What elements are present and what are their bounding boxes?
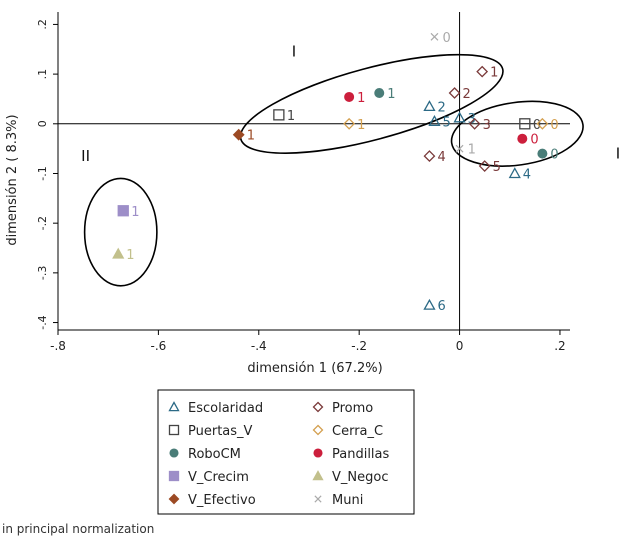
point-label: 5 bbox=[493, 160, 501, 175]
legend-label: V_Crecim bbox=[188, 470, 249, 485]
point-label: 1 bbox=[490, 66, 498, 81]
legend-label: Promo bbox=[332, 401, 373, 416]
point-marker bbox=[312, 470, 324, 481]
point-marker bbox=[478, 160, 491, 172]
legend-label: Puertas_V bbox=[188, 424, 253, 439]
point-marker bbox=[423, 100, 436, 112]
x-tick-label: 0 bbox=[456, 339, 464, 353]
y-tick-label: -.1 bbox=[36, 166, 49, 180]
point-marker bbox=[374, 87, 385, 98]
cluster-annotation: II bbox=[81, 147, 90, 165]
x-tick-label: -.6 bbox=[151, 339, 167, 353]
point-label: 0 bbox=[550, 148, 558, 163]
point-marker bbox=[476, 65, 489, 78]
legend-label: RoboCM bbox=[188, 447, 241, 462]
point-label: 1 bbox=[357, 91, 365, 106]
point-marker bbox=[273, 109, 285, 121]
point-label: 4 bbox=[437, 150, 445, 165]
y-tick-label: -.3 bbox=[36, 266, 49, 280]
legend-label: V_Negoc bbox=[332, 470, 388, 485]
point-marker bbox=[423, 298, 436, 310]
point-label: 1 bbox=[468, 143, 476, 158]
point-marker bbox=[168, 470, 180, 482]
point-label: 1 bbox=[357, 118, 365, 133]
point-marker bbox=[168, 493, 180, 505]
x-tick-label: .2 bbox=[554, 339, 565, 353]
point-marker bbox=[232, 128, 245, 141]
cluster-ellipse bbox=[239, 53, 504, 154]
point-label: 1 bbox=[126, 248, 134, 263]
legend-label: V_Efectivo bbox=[188, 493, 256, 508]
point-marker bbox=[312, 424, 324, 436]
point-marker bbox=[169, 448, 179, 458]
point-marker bbox=[344, 91, 355, 102]
point-marker bbox=[168, 401, 180, 412]
legend-label: Cerra_C bbox=[332, 424, 383, 439]
y-tick-label: .2 bbox=[36, 19, 49, 30]
point-marker bbox=[423, 150, 436, 163]
point-label: 0 bbox=[533, 118, 541, 133]
point-label: 0 bbox=[530, 133, 538, 148]
point-marker bbox=[168, 424, 180, 436]
point-label: 1 bbox=[247, 129, 255, 144]
cluster-annotation: I bbox=[292, 43, 296, 61]
point-label: 2 bbox=[463, 87, 471, 102]
point-label: 0 bbox=[550, 118, 558, 133]
point-marker bbox=[314, 495, 322, 503]
point-marker bbox=[430, 32, 439, 41]
point-marker bbox=[468, 117, 481, 130]
legend-label: Muni bbox=[332, 493, 363, 508]
point-marker bbox=[519, 118, 531, 130]
point-marker bbox=[448, 87, 461, 99]
point-marker bbox=[537, 148, 548, 159]
cluster-ellipse bbox=[83, 177, 158, 287]
point-label: 5 bbox=[442, 115, 450, 130]
y-tick-label: .1 bbox=[36, 69, 49, 80]
point-marker bbox=[312, 401, 324, 413]
x-tick-label: -.2 bbox=[351, 339, 367, 353]
legend-label: Pandillas bbox=[332, 447, 390, 462]
x-tick-label: -.4 bbox=[251, 339, 267, 353]
point-marker bbox=[343, 117, 356, 130]
point-label: 4 bbox=[523, 167, 531, 182]
x-axis-label: dimensión 1 (67.2%) bbox=[247, 361, 382, 376]
y-tick-label: -.4 bbox=[36, 315, 49, 329]
y-tick-label: 0 bbox=[36, 120, 49, 127]
point-label: 1 bbox=[131, 205, 139, 220]
point-label: 0 bbox=[442, 31, 450, 46]
point-label: 2 bbox=[437, 100, 445, 115]
footnote: in principal normalization bbox=[2, 522, 155, 536]
point-marker bbox=[455, 144, 464, 153]
point-marker bbox=[428, 114, 441, 126]
legend-label: Escolaridad bbox=[188, 401, 263, 416]
point-marker bbox=[453, 111, 466, 123]
point-marker bbox=[117, 205, 129, 217]
point-label: 3 bbox=[468, 112, 476, 127]
y-tick-label: -.2 bbox=[36, 216, 49, 230]
legend-box bbox=[157, 389, 415, 515]
point-label: 1 bbox=[287, 109, 295, 124]
x-tick-label: -.8 bbox=[50, 339, 66, 353]
point-marker bbox=[313, 448, 323, 458]
point-marker bbox=[517, 133, 528, 144]
point-label: 3 bbox=[483, 118, 491, 133]
point-marker bbox=[508, 167, 521, 179]
point-label: 1 bbox=[387, 87, 395, 102]
cluster-ellipse bbox=[450, 100, 584, 167]
cluster-annotation: II bbox=[616, 145, 620, 163]
point-label: 6 bbox=[437, 299, 445, 314]
point-marker bbox=[112, 247, 125, 259]
y-axis-label: dimensión 2 ( 8.3%) bbox=[5, 114, 20, 245]
point-marker bbox=[536, 117, 549, 130]
